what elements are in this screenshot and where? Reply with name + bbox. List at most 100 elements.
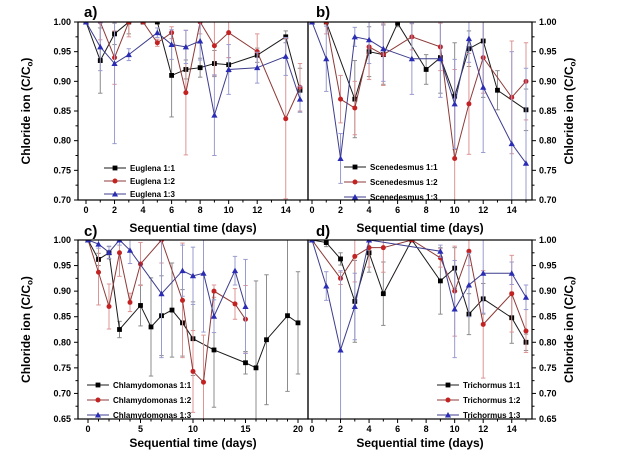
y-tick-label: 0.80 (539, 337, 557, 347)
legend-item-scenedesmus-1-3: Scenedesmus 1:3 (344, 193, 438, 202)
y-tick-label: 0.90 (53, 286, 71, 296)
y-tick-label: 0.90 (53, 76, 71, 86)
triangle-marker (282, 53, 289, 59)
triangle-marker (200, 270, 207, 276)
circle-marker (127, 299, 133, 305)
series-markers (82, 22, 304, 118)
series-line (87, 240, 246, 318)
circle-marker (106, 303, 112, 309)
legend: Scenedesmus 1:1 Scenedesmus 1:2 Scenedesmu… (344, 163, 438, 202)
axes-ticks (311, 21, 536, 204)
circle-marker (211, 43, 217, 49)
legend-label: Chlamydomonas 1:1 (113, 381, 192, 390)
triangle-marker (254, 64, 261, 71)
x-tick-labels: 0 2 4 6 8 10 12 14 (83, 205, 290, 215)
triangle-marker (82, 22, 90, 25)
square-marker (283, 34, 289, 40)
triangle-marker (351, 303, 358, 309)
panel-letter: a) (84, 4, 97, 21)
x-tick-label: 12 (252, 205, 262, 215)
x-axis-title: Sequential time (days) (129, 436, 256, 450)
triangle-marker (189, 272, 197, 279)
y-tick-labels: 0.65 0.70 0.75 0.80 0.85 0.90 0.95 1.00 (53, 235, 71, 424)
x-tick-label: 4 (141, 205, 146, 215)
legend-item-scenedesmus-1-2: Scenedesmus 1:2 (344, 178, 438, 187)
circle-marker (380, 245, 386, 251)
triangle-marker (451, 100, 458, 107)
triangle-marker (337, 346, 344, 353)
x-tick-labels: 0 2 4 6 8 10 12 14 (309, 424, 516, 434)
legend-label: Scenedesmus 1:3 (370, 193, 438, 202)
y-tick-labels: 0.65 0.70 0.75 0.80 0.85 0.90 0.95 1.00 (539, 235, 557, 424)
x-tick-label: 10 (224, 205, 234, 215)
triangle-marker (94, 412, 102, 418)
circle-marker (254, 49, 260, 55)
triangle-marker (480, 84, 487, 90)
y-tick-label: 0.75 (539, 165, 557, 175)
circle-marker (117, 250, 122, 256)
square-marker (112, 165, 118, 171)
y-tick-label: 1.00 (539, 235, 557, 245)
triangle-marker (323, 283, 330, 289)
y-axis-title: Chloride ion (C/Co) (19, 58, 35, 165)
square-marker (285, 313, 290, 319)
legend-label: Chlamydomonas 1:2 (113, 396, 192, 405)
y-tick-label: 0.70 (53, 388, 71, 398)
y-tick-label: 0.95 (539, 47, 557, 57)
legend-item-chlamydomonas-1-1: Chlamydomonas 1:1 (87, 381, 192, 390)
legend-label: Trichormus 1:3 (463, 411, 521, 420)
triangle-marker (365, 240, 373, 243)
y-tick-label: 0.70 (53, 195, 71, 205)
triangle-marker (126, 247, 134, 253)
series-line (86, 22, 301, 120)
triangle-marker (154, 29, 161, 36)
circle-marker (323, 22, 329, 25)
square-marker (423, 67, 429, 72)
x-axis-title: Sequential time (days) (129, 221, 256, 235)
x-tick-label: 0 (83, 205, 88, 215)
x-tick-label: 6 (169, 205, 174, 215)
y-axis-title: Chloride ion (C/Co) (562, 276, 578, 383)
circle-marker (352, 179, 358, 185)
legend-item-chlamydomonas-1-3: Chlamydomonas 1:3 (87, 411, 192, 420)
square-marker (323, 240, 329, 245)
triangle-marker (111, 191, 119, 197)
series-line (87, 240, 299, 369)
triangle-marker (351, 33, 358, 40)
plot-border (307, 239, 533, 420)
square-marker (495, 87, 500, 93)
triangle-marker (231, 267, 239, 274)
x-tick-label: 4 (367, 205, 372, 215)
square-marker (95, 382, 101, 388)
legend-label: Euglena 1:1 (130, 164, 175, 173)
legend-label: Trichormus 1:2 (463, 396, 521, 405)
y-axis-title: Chloride ion (C/Co) (19, 276, 35, 383)
y-tick-label: 0.95 (53, 261, 71, 271)
triangle-marker (95, 241, 102, 247)
triangle-marker (508, 270, 515, 276)
square-marker (352, 164, 358, 170)
panel-letter: c) (84, 223, 97, 240)
x-tick-label: 8 (424, 424, 429, 434)
triangle-marker (179, 267, 186, 274)
legend: Trichormus 1:1 Trichormus 1:2 Trichormus 1… (437, 381, 521, 420)
circle-marker (201, 379, 206, 385)
square-marker (138, 303, 143, 308)
square-marker (338, 256, 343, 262)
triangle-marker (84, 240, 92, 243)
square-marker (169, 73, 174, 78)
circle-marker (452, 155, 458, 161)
y-tick-label: 0.85 (53, 312, 71, 322)
series-markers (309, 240, 529, 334)
square-marker (253, 365, 259, 371)
legend: Euglena 1:1 Euglena 1:2 Euglena 1:3 (104, 164, 175, 199)
panel-d: 0 2 4 6 8 10 12 14 0.65 0.70 0.75 0.80 0.85 0.90 0.95 1… (307, 223, 578, 450)
square-marker (197, 65, 203, 71)
legend-item-trichormus-1-3: Trichormus 1:3 (437, 411, 521, 420)
circle-marker (112, 178, 118, 184)
circle-marker (480, 321, 486, 327)
y-tick-label: 0.85 (539, 312, 557, 322)
circle-marker (190, 368, 196, 374)
